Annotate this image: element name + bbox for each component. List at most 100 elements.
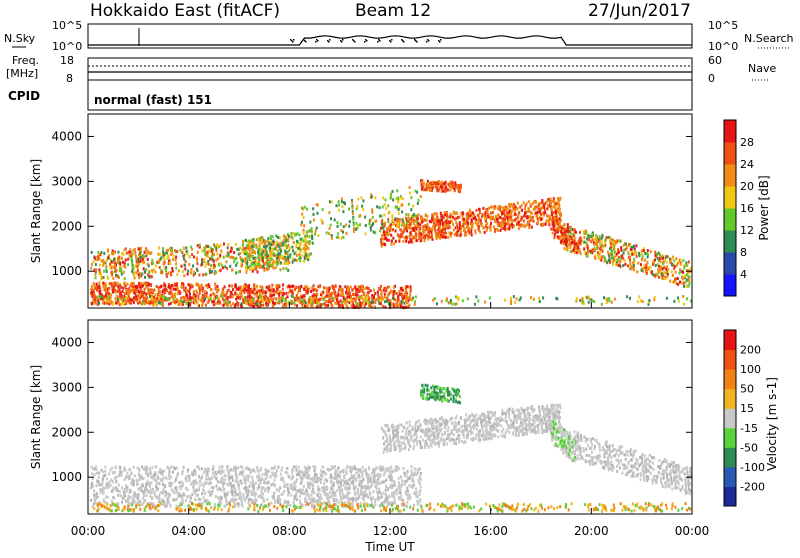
echo-cell: [195, 494, 197, 497]
echo-cell: [671, 264, 673, 267]
echo-cell: [400, 196, 402, 199]
echo-cell: [197, 269, 199, 272]
cpid-value: normal (fast) 151: [94, 93, 212, 107]
echo-cell: [301, 207, 303, 210]
echo-cell: [91, 251, 93, 254]
echo-cell: [517, 215, 519, 218]
echo-cell: [253, 251, 255, 254]
echo-cell: [299, 298, 301, 301]
echo-cell: [588, 238, 590, 241]
echo-cell: [446, 214, 448, 217]
echo-cell: [352, 218, 354, 221]
echo-cell: [410, 240, 412, 243]
echo-cell: [102, 264, 104, 267]
station-title: Hokkaido East (fitACF): [90, 1, 280, 21]
echo-cell: [398, 220, 400, 223]
echo-cell: [185, 475, 187, 478]
echo-cell: [117, 298, 119, 301]
echo-cell: [302, 300, 304, 303]
echo-cell: [134, 475, 136, 478]
echo-cell: [92, 299, 94, 302]
echo-cell: [201, 284, 203, 287]
echo-cell: [201, 249, 203, 252]
echo-cell: [316, 300, 318, 303]
echo-cell: [99, 272, 101, 275]
echo-cell: [458, 186, 460, 189]
echo-cell: [116, 295, 118, 298]
echo-cell: [224, 265, 226, 268]
echo-cell: [455, 217, 457, 220]
echo-cell: [654, 251, 656, 254]
echo-cell: [463, 229, 465, 232]
echo-cell: [180, 299, 182, 302]
echo-cell: [203, 496, 205, 499]
echo-cell: [230, 304, 232, 307]
echo-cell: [240, 265, 242, 268]
echo-cell: [168, 298, 170, 301]
echo-cell: [356, 207, 358, 210]
echo-cell: [252, 298, 254, 301]
cpid-label: CPID: [8, 89, 40, 103]
echo-cell: [348, 225, 350, 228]
echo-cell: [105, 294, 107, 297]
echo-cell: [399, 293, 401, 296]
echo-cell: [336, 204, 338, 207]
echo-cell: [272, 239, 274, 242]
echo-cell: [596, 244, 598, 247]
echo-cell: [382, 305, 384, 308]
echo-cell: [627, 265, 629, 268]
echo-cell: [481, 224, 483, 227]
echo-cell: [252, 291, 254, 294]
echo-cell: [139, 252, 141, 255]
velocity-scatter: [90, 384, 692, 513]
echo-cell: [151, 290, 153, 293]
echo-cell: [336, 299, 338, 302]
echo-cell: [160, 286, 162, 289]
echo-cell: [362, 208, 364, 211]
echo-cell: [540, 218, 542, 221]
echo-cell: [249, 267, 251, 270]
echo-cell: [508, 211, 510, 214]
echo-cell: [130, 283, 132, 286]
echo-cell: [523, 201, 525, 204]
echo-cell: [433, 219, 435, 222]
echo-cell: [166, 257, 168, 260]
echo-cell: [421, 181, 423, 184]
echo-cell: [276, 263, 278, 266]
echo-cell: [181, 285, 183, 288]
freq-right-tick-bottom: 0: [708, 72, 715, 85]
echo-cell: [99, 281, 101, 284]
echo-cell: [239, 292, 241, 295]
echo-cell: [492, 211, 494, 214]
echo-cell: [339, 285, 341, 288]
echo-cell: [258, 259, 260, 262]
echo-cell: [294, 485, 296, 488]
echo-cell: [420, 472, 422, 475]
echo-cell: [588, 296, 590, 299]
echo-cell: [334, 291, 336, 294]
echo-cell: [307, 303, 309, 306]
echo-cell: [322, 222, 324, 225]
echo-cell: [374, 299, 376, 302]
echo-cell: [658, 276, 660, 279]
echo-cell: [418, 199, 420, 202]
echo-cell: [553, 202, 555, 205]
echo-cell: [494, 205, 496, 208]
echo-cell: [308, 288, 310, 291]
echo-cell: [396, 226, 398, 229]
echo-cell: [303, 224, 305, 227]
echo-cell: [232, 256, 234, 259]
echo-cell: [392, 297, 394, 300]
echo-cell: [113, 261, 115, 264]
echo-cell: [246, 268, 248, 271]
echo-cell: [361, 196, 363, 199]
echo-cell: [358, 285, 360, 288]
echo-cell: [329, 287, 331, 290]
echo-cell: [282, 283, 284, 286]
echo-cell: [683, 282, 685, 285]
echo-cell: [666, 265, 668, 268]
echo-cell: [303, 229, 305, 232]
echo-cell: [629, 256, 631, 259]
echo-cell: [251, 302, 253, 305]
echo-cell: [618, 251, 620, 254]
